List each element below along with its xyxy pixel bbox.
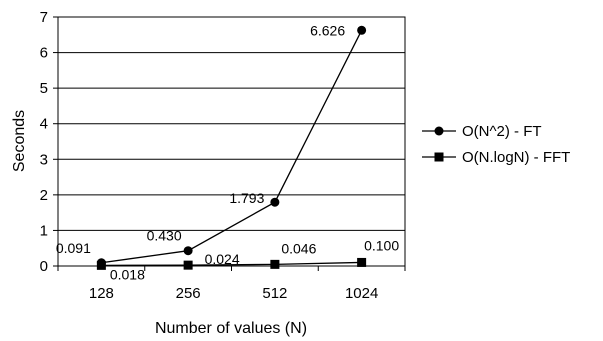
y-tick-label: 5 bbox=[40, 80, 48, 97]
y-tick-label: 1 bbox=[40, 222, 48, 239]
data-labels: 0.091 0.430 1.793 6.626 0.018 0.024 0.046 0.100 bbox=[56, 22, 399, 282]
y-axis-ticks: 0 1 2 3 4 5 6 7 bbox=[40, 9, 58, 275]
series-line-2 bbox=[101, 261, 362, 267]
y-tick-label: 0 bbox=[40, 258, 48, 275]
series-1-point bbox=[183, 246, 193, 256]
x-tick-label: 512 bbox=[262, 285, 287, 302]
x-axis-ticks: 128 256 512 1024 bbox=[57, 266, 406, 302]
series-group bbox=[96, 25, 367, 270]
data-label: 0.091 bbox=[56, 240, 91, 256]
series-2-point bbox=[96, 260, 106, 270]
series-2-point bbox=[183, 260, 193, 270]
gridlines bbox=[58, 52, 405, 231]
x-tick-label: 1024 bbox=[345, 285, 378, 302]
data-label: 0.018 bbox=[110, 266, 145, 282]
data-label: 0.100 bbox=[364, 237, 399, 253]
data-label: 0.430 bbox=[147, 228, 182, 244]
legend-square-marker bbox=[434, 152, 444, 162]
y-tick-label: 7 bbox=[40, 9, 48, 26]
y-tick-label: 6 bbox=[40, 45, 48, 62]
legend-label: O(N.logN) - FFT bbox=[462, 149, 570, 166]
data-label: 1.793 bbox=[229, 190, 264, 206]
y-axis-title: Seconds bbox=[11, 110, 28, 172]
series-2-point bbox=[270, 259, 280, 269]
y-tick-label: 2 bbox=[40, 187, 48, 204]
y-tick-label: 3 bbox=[40, 151, 48, 168]
data-label: 6.626 bbox=[310, 22, 345, 38]
plot-area-border bbox=[57, 16, 406, 267]
series-1-point bbox=[357, 25, 367, 35]
legend: O(N^2) - FT O(N.logN) - FFT bbox=[422, 123, 570, 166]
series-1-point bbox=[270, 197, 280, 207]
x-axis-title: Number of values (N) bbox=[155, 320, 307, 337]
series-line-1 bbox=[101, 30, 363, 264]
x-tick-label: 256 bbox=[176, 285, 201, 302]
y-tick-label: 4 bbox=[40, 116, 48, 133]
legend-label: O(N^2) - FT bbox=[462, 123, 542, 140]
data-label: 0.024 bbox=[205, 251, 240, 267]
data-label: 0.046 bbox=[281, 240, 316, 256]
x-tick-label: 128 bbox=[89, 285, 114, 302]
legend-circle-marker bbox=[434, 126, 444, 136]
series-2-point bbox=[357, 257, 367, 267]
